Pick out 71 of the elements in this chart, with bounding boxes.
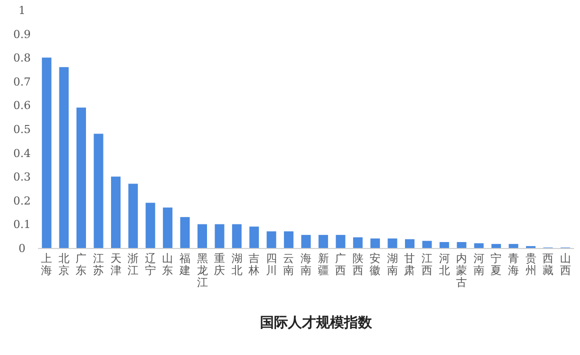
x-tick-label: 黑龙江 <box>196 252 208 289</box>
y-tick-label: 0.3 <box>13 170 31 184</box>
bar <box>76 108 86 248</box>
bar <box>180 217 190 248</box>
x-tick-label: 广东 <box>76 252 87 277</box>
bar <box>94 134 104 248</box>
x-tick-label: 河南 <box>473 252 484 277</box>
x-tick-label: 广西 <box>335 252 346 277</box>
y-tick-label: 1 <box>18 4 26 17</box>
x-tick-label: 海南 <box>300 252 312 277</box>
bar <box>336 234 346 248</box>
bar <box>111 176 121 248</box>
bar <box>318 234 328 248</box>
bar <box>198 224 208 248</box>
bar <box>491 244 501 248</box>
x-tick-label: 安徽 <box>370 252 381 277</box>
x-tick-label: 湖北 <box>231 252 242 277</box>
x-tick-label: 吉林 <box>248 252 260 277</box>
y-tick-label: 0.7 <box>13 75 31 88</box>
bar <box>370 238 380 248</box>
x-tick-label: 陕西 <box>352 252 364 277</box>
x-tick-label: 辽宁 <box>144 252 156 277</box>
bar <box>301 234 311 248</box>
x-tick-label: 福建 <box>178 252 190 277</box>
x-tick-label: 天津 <box>110 252 122 277</box>
x-tick-label: 青海 <box>508 252 519 277</box>
x-tick-label: 西藏 <box>542 252 554 277</box>
x-tick-label: 宁夏 <box>490 252 502 277</box>
bar <box>249 226 259 248</box>
x-tick-label: 贵州 <box>525 252 536 277</box>
bar <box>59 67 69 248</box>
x-tick-label: 上海 <box>41 252 52 277</box>
x-tick-label: 重庆 <box>214 252 226 277</box>
x-tick-label: 云南 <box>283 252 294 277</box>
bar <box>42 58 52 248</box>
bar <box>456 242 466 248</box>
bar <box>162 208 172 248</box>
bar <box>284 231 294 248</box>
x-tick-label: 江西 <box>422 252 433 277</box>
x-tick-label: 内蒙古 <box>456 252 468 289</box>
x-tick-label: 湖南 <box>386 252 398 277</box>
bar <box>232 224 242 248</box>
y-tick-label: 0.2 <box>13 194 31 208</box>
bar <box>128 184 138 248</box>
bar <box>440 242 450 248</box>
bar <box>214 224 224 248</box>
x-tick-label: 山西 <box>560 252 571 277</box>
bar <box>508 244 518 248</box>
y-tick-label: 0.5 <box>13 123 31 136</box>
x-tick-label: 江苏 <box>93 252 104 277</box>
y-tick-label: 0.4 <box>13 146 31 160</box>
bar <box>266 231 276 248</box>
bar <box>474 243 484 248</box>
y-tick-label: 0.1 <box>13 218 31 232</box>
y-tick-label: 0.6 <box>13 99 31 112</box>
bar <box>146 202 156 248</box>
bar <box>388 238 398 248</box>
x-tick-label: 山东 <box>162 252 174 277</box>
bar <box>353 237 363 248</box>
x-tick-label: 甘肃 <box>404 252 416 277</box>
x-tick-label: 四川 <box>266 252 277 277</box>
y-tick-label: 0 <box>18 242 26 255</box>
y-tick-label: 0.9 <box>13 28 31 41</box>
x-tick-label: 河北 <box>438 252 450 277</box>
x-tick-label: 新疆 <box>318 252 329 277</box>
y-tick-label: 0.8 <box>13 52 31 65</box>
x-axis-title: 国际人才规模指数 <box>260 315 373 331</box>
x-tick-label: 浙江 <box>128 252 139 277</box>
bar <box>422 240 432 248</box>
x-tick-label: 北京 <box>58 252 70 277</box>
bar <box>404 239 414 248</box>
